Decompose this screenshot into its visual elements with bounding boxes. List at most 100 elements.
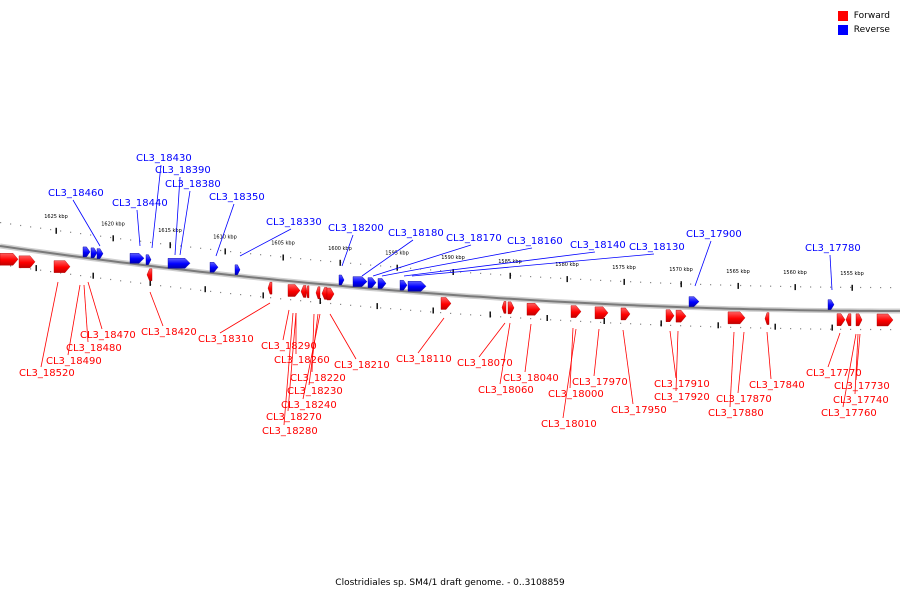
track-dot — [370, 264, 372, 266]
forward-gene-arrow — [440, 297, 452, 310]
forward-gene-label: CL3_17880 — [708, 408, 764, 419]
track-dot — [650, 282, 652, 284]
track-dot — [540, 276, 542, 278]
track-dot — [280, 298, 282, 300]
track-dot — [560, 319, 562, 321]
track-dot — [440, 270, 442, 272]
reverse-gene-label: CL3_18350 — [209, 192, 265, 203]
track-dot — [280, 256, 282, 258]
track-dot — [330, 260, 332, 263]
track-dot — [290, 257, 292, 259]
forward-gene-label: CL3_17870 — [716, 394, 772, 405]
track-dot — [390, 266, 392, 268]
inner-tick — [603, 318, 605, 324]
track-dot — [340, 303, 342, 305]
reverse-gene-label: CL3_17900 — [686, 229, 742, 240]
reverse-gene-arrow — [407, 281, 427, 292]
forward-gene-arrow — [594, 306, 609, 320]
track-dot — [440, 312, 442, 314]
forward-leader-line — [499, 322, 511, 385]
forward-gene-label: CL3_17950 — [611, 405, 667, 416]
kbp-tick — [851, 284, 853, 291]
track-dot — [260, 254, 262, 256]
reverse-leader-line — [341, 234, 354, 267]
forward-gene-label: CL3_18110 — [396, 354, 452, 365]
track-dot — [110, 278, 112, 281]
reverse-gene-arrow — [129, 253, 145, 264]
forward-leader-line — [67, 284, 81, 356]
track-dot — [50, 229, 52, 231]
track-dot — [470, 314, 472, 316]
inner-tick — [660, 320, 662, 327]
track-dot — [820, 328, 822, 330]
reverse-gene-arrow — [90, 247, 98, 259]
track-dot — [870, 286, 872, 289]
reverse-leader-line — [239, 228, 292, 257]
kbp-tick — [566, 276, 568, 283]
track-dot — [390, 308, 392, 310]
track-dot — [230, 251, 232, 253]
track-dot — [530, 318, 532, 320]
forward-gene-label: CL3_18070 — [457, 358, 513, 369]
reverse-leader-line — [361, 239, 414, 277]
track-dot — [710, 284, 712, 286]
forward-gene-label: CL3_18210 — [334, 360, 390, 371]
track-dot — [350, 304, 352, 306]
forward-leader-line — [40, 281, 59, 368]
track-dot — [450, 270, 452, 272]
forward-gene-label: CL3_18290 — [261, 341, 317, 352]
track-dot — [250, 253, 252, 255]
reverse-gene-arrow — [338, 274, 345, 286]
track-dot — [760, 285, 762, 287]
track-dot — [830, 328, 832, 330]
kbp-label: 1575 kbp — [612, 265, 636, 271]
track-dot — [260, 296, 262, 298]
track-dot — [470, 272, 472, 274]
track-dot — [410, 309, 412, 311]
forward-gene-label: CL3_17920 — [654, 392, 710, 403]
forward-gene-label: CL3_18260 — [274, 355, 330, 366]
track-dot — [620, 280, 622, 282]
track-dot — [290, 299, 292, 301]
track-dot — [180, 245, 182, 247]
forward-gene-arrow — [315, 286, 321, 300]
forward-leader-line — [593, 328, 600, 377]
track-dot — [80, 275, 82, 277]
track-dot — [850, 328, 852, 330]
kbp-label: 1570 kbp — [669, 267, 693, 273]
reverse-leader-line — [179, 190, 191, 256]
forward-gene-arrow — [326, 287, 335, 301]
reverse-gene-arrow — [167, 258, 191, 269]
reverse-leader-line — [829, 254, 833, 291]
track-dot — [690, 325, 692, 327]
track-dot — [650, 324, 652, 326]
track-dot — [890, 287, 892, 289]
track-dot — [270, 297, 272, 299]
forward-leader-line — [478, 322, 506, 358]
forward-gene-label: CL3_17740 — [833, 395, 889, 406]
track-dot — [840, 286, 842, 288]
track-dot — [220, 291, 222, 294]
forward-leader-line — [737, 331, 745, 394]
forward-leader-line — [669, 330, 677, 379]
forward-gene-label: CL3_17730 — [834, 381, 890, 392]
track-dot — [500, 316, 502, 318]
track-dot — [480, 314, 482, 316]
track-dot — [360, 263, 362, 265]
forward-gene-arrow — [764, 312, 770, 325]
kbp-tick — [224, 248, 226, 255]
track-dot — [140, 240, 142, 242]
track-dot — [780, 327, 782, 329]
kbp-label: 1605 kbp — [271, 241, 295, 247]
reverse-gene-arrow — [367, 277, 377, 288]
reverse-leader-line — [403, 251, 596, 277]
track-dot — [430, 311, 432, 313]
track-dot — [620, 322, 622, 324]
track-dot — [860, 286, 862, 289]
reverse-gene-arrow — [688, 296, 700, 307]
track-dot — [670, 282, 672, 284]
track-dot — [760, 327, 762, 329]
track-dot — [880, 287, 882, 289]
forward-leader-line — [87, 281, 103, 330]
